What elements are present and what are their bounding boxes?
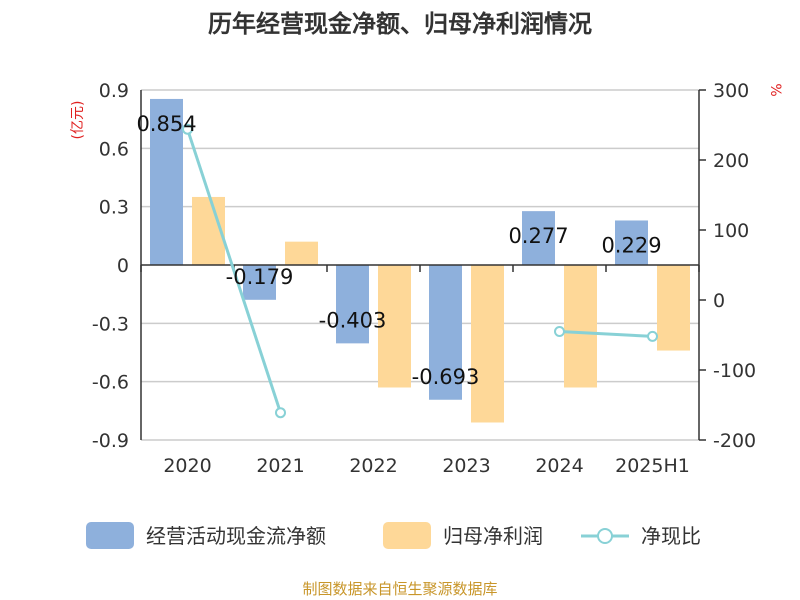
legend-swatch-cashflow xyxy=(86,522,134,549)
cashflow-data-label: -0.179 xyxy=(226,265,294,289)
ratio-line xyxy=(182,123,658,419)
right-tick-label: -200 xyxy=(713,430,756,452)
legend: 经营活动现金流净额 归母净利润 净现比 xyxy=(86,522,701,549)
cashflow-data-label: 0.229 xyxy=(601,233,661,257)
x-tick-label: 2022 xyxy=(349,455,397,477)
tick-labels: 0.9 0.6 0.3 0 -0.3 -0.6 -0.9 300 200 100 0 -100 -200… xyxy=(92,80,756,477)
axes xyxy=(140,89,706,441)
x-tick-label: 2020 xyxy=(163,455,211,477)
right-tick-label: 200 xyxy=(713,150,749,172)
cashflow-data-label: -0.403 xyxy=(319,308,387,332)
left-tick-label: 0.3 xyxy=(99,197,129,219)
x-tick-label: 2025H1 xyxy=(615,455,690,477)
cashflow-data-label: 0.854 xyxy=(136,112,196,136)
x-tick-label: 2024 xyxy=(535,455,583,477)
left-axis-unit: (亿元) xyxy=(70,101,86,140)
data-labels: 0.854 -0.179 -0.403 -0.693 0.277 0.229 xyxy=(136,112,661,389)
netprofit-bar xyxy=(657,265,690,351)
cashflow-bar xyxy=(243,265,276,300)
ratio-point xyxy=(275,407,286,419)
left-tick-label: 0.6 xyxy=(99,138,129,160)
legend-label-netprofit: 归母净利润 xyxy=(443,524,543,548)
right-tick-label: 300 xyxy=(713,80,749,102)
ratio-line-segment xyxy=(186,128,282,414)
grid-lines xyxy=(141,89,699,441)
cashflow-bar xyxy=(429,265,462,400)
left-tick-label: 0 xyxy=(117,255,129,277)
netprofit-bar xyxy=(564,265,597,388)
netprofit-bar xyxy=(378,265,411,388)
left-tick-label: -0.3 xyxy=(92,313,129,335)
legend-label-cashflow: 经营活动现金流净额 xyxy=(146,524,326,548)
right-axis-unit: % xyxy=(767,83,783,96)
ratio-point xyxy=(647,330,658,342)
bars xyxy=(150,98,690,423)
netprofit-bar xyxy=(471,265,504,423)
legend-label-ratio: 净现比 xyxy=(641,524,701,548)
right-tick-label: 0 xyxy=(713,290,725,312)
right-tick-label: -100 xyxy=(713,360,756,382)
right-tick-label: 100 xyxy=(713,220,749,242)
cashflow-data-label: -0.693 xyxy=(412,365,480,389)
x-tick-label: 2021 xyxy=(256,455,304,477)
cashflow-bar xyxy=(336,265,369,344)
left-tick-label: 0.9 xyxy=(99,80,129,102)
cashflow-data-label: 0.277 xyxy=(508,224,568,248)
ratio-line-segment xyxy=(559,330,653,338)
legend-marker-ratio xyxy=(597,528,613,544)
ratio-point xyxy=(554,326,565,337)
source-note: 制图数据来自恒生聚源数据库 xyxy=(302,580,497,598)
cashflow-bar xyxy=(522,211,555,265)
netprofit-bar xyxy=(285,241,318,265)
x-tick-label: 2023 xyxy=(442,455,490,477)
legend-swatch-netprofit xyxy=(383,522,431,549)
cashflow-bar xyxy=(615,220,648,265)
left-tick-label: -0.6 xyxy=(92,372,129,394)
cashflow-bar xyxy=(150,98,183,265)
chart-title: 历年经营现金净额、归母净利润情况 xyxy=(208,10,592,38)
ratio-point xyxy=(182,123,193,135)
left-tick-label: -0.9 xyxy=(92,430,129,452)
